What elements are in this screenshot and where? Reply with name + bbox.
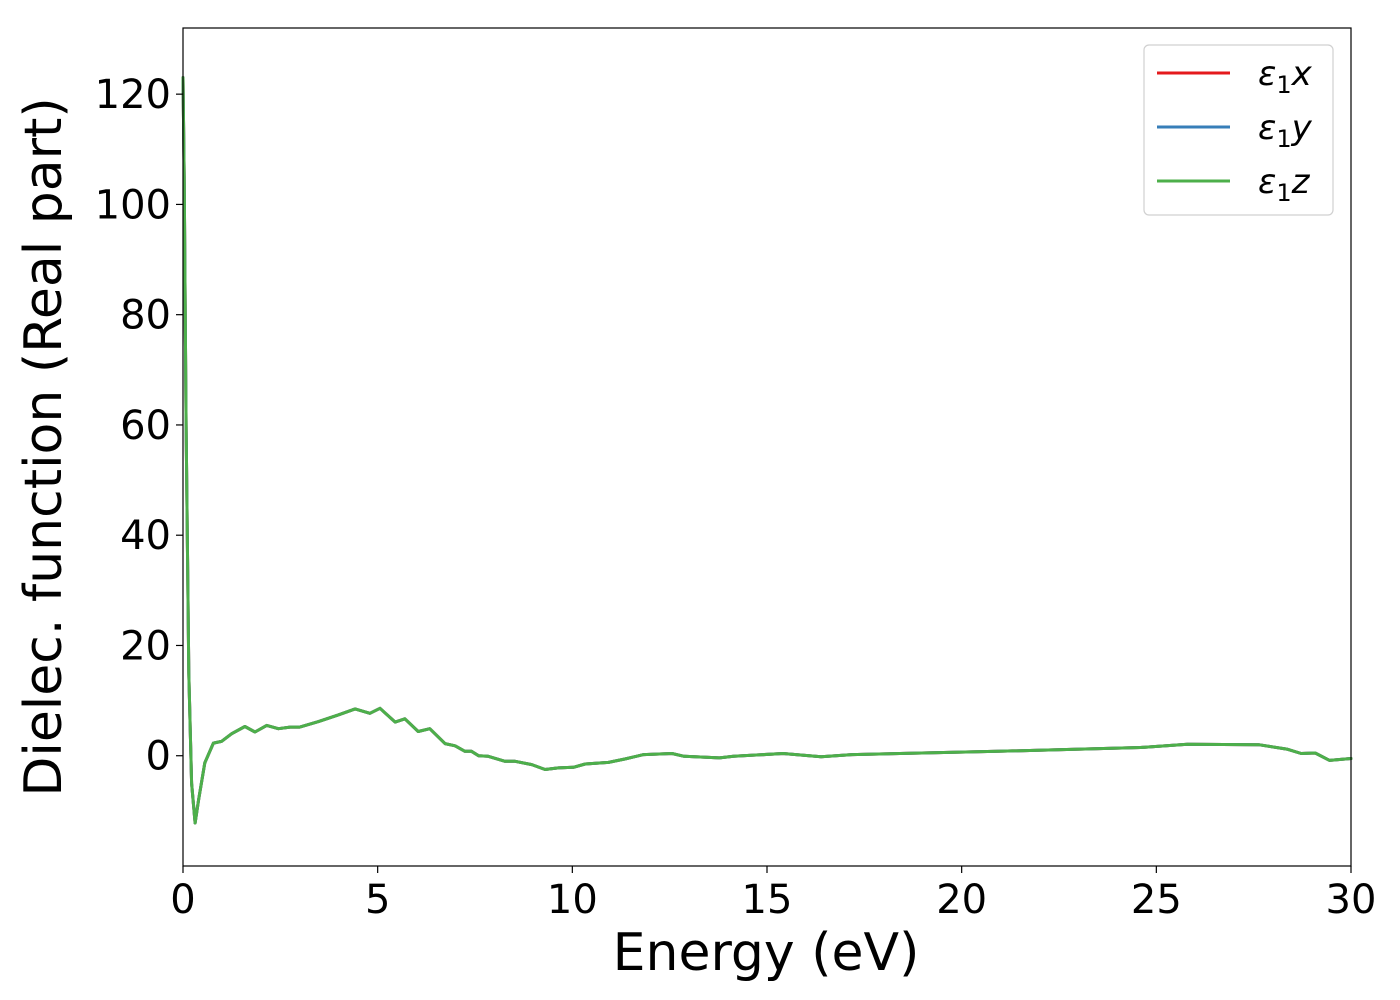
y-axis-label: Dielec. function (Real part) xyxy=(14,97,74,796)
x-tick-label: 30 xyxy=(1326,877,1377,923)
y-tick-label: 20 xyxy=(120,623,171,669)
y-tick-label: 100 xyxy=(95,182,171,228)
legend: ε1x ε1y ε1z xyxy=(1143,44,1334,216)
series-layer xyxy=(181,76,1353,825)
series-line-z xyxy=(181,76,1353,825)
x-tick-label: 20 xyxy=(936,877,987,923)
x-tick-label: 0 xyxy=(170,877,195,923)
x-axis-label: Energy (eV) xyxy=(613,923,920,983)
legend-label-y: ε1y xyxy=(1258,108,1313,153)
x-tick-label: 15 xyxy=(742,877,793,923)
y-tick-label: 120 xyxy=(95,72,171,118)
x-tick-label: 10 xyxy=(547,877,598,923)
legend-box xyxy=(1143,44,1334,216)
x-tick-label: 5 xyxy=(365,877,390,923)
y-tick-label: 0 xyxy=(146,734,171,780)
y-tick-label: 40 xyxy=(120,513,171,559)
y-axis: 0 20 40 60 80 100 120 xyxy=(95,72,183,780)
x-axis: 0 5 10 15 20 25 30 xyxy=(170,866,1376,923)
x-tick-label: 25 xyxy=(1131,877,1182,923)
legend-label-x: ε1x xyxy=(1258,54,1313,99)
y-tick-label: 60 xyxy=(120,403,171,449)
y-tick-label: 80 xyxy=(120,293,171,339)
legend-label-z: ε1z xyxy=(1258,162,1311,207)
